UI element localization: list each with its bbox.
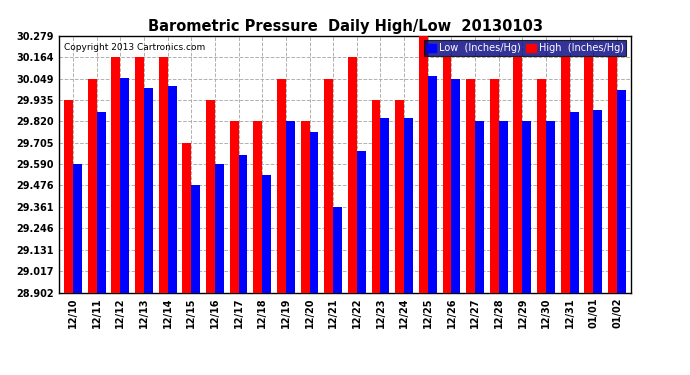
Bar [215, 164, 224, 292]
Bar [64, 100, 73, 292]
Bar [466, 78, 475, 292]
Bar [191, 185, 200, 292]
Bar [135, 57, 144, 292]
Bar [120, 78, 129, 292]
Bar [442, 57, 451, 292]
Bar [182, 143, 191, 292]
Bar [357, 151, 366, 292]
Bar [490, 78, 499, 292]
Bar [144, 88, 153, 292]
Bar [404, 117, 413, 292]
Bar [286, 121, 295, 292]
Bar [277, 78, 286, 292]
Bar [253, 121, 262, 292]
Bar [546, 121, 555, 292]
Bar [239, 155, 248, 292]
Bar [395, 100, 404, 292]
Bar [111, 57, 120, 292]
Bar [73, 164, 82, 292]
Bar [301, 121, 310, 292]
Bar [522, 121, 531, 292]
Bar [608, 57, 617, 292]
Bar [230, 121, 239, 292]
Bar [419, 36, 428, 292]
Bar [537, 78, 546, 292]
Bar [513, 57, 522, 292]
Legend: Low  (Inches/Hg), High  (Inches/Hg): Low (Inches/Hg), High (Inches/Hg) [424, 40, 627, 56]
Bar [584, 57, 593, 292]
Bar [97, 112, 106, 292]
Bar [499, 121, 508, 292]
Bar [333, 207, 342, 292]
Bar [475, 121, 484, 292]
Bar [428, 76, 437, 292]
Bar [593, 110, 602, 292]
Bar [262, 176, 271, 292]
Bar [159, 57, 168, 292]
Bar [380, 117, 389, 292]
Bar [310, 132, 319, 292]
Bar [617, 90, 626, 292]
Text: Copyright 2013 Cartronics.com: Copyright 2013 Cartronics.com [64, 44, 206, 52]
Bar [348, 57, 357, 292]
Bar [88, 78, 97, 292]
Title: Barometric Pressure  Daily High/Low  20130103: Barometric Pressure Daily High/Low 20130… [148, 20, 542, 34]
Bar [570, 112, 579, 292]
Bar [371, 100, 380, 292]
Bar [561, 57, 570, 292]
Bar [168, 86, 177, 292]
Bar [324, 78, 333, 292]
Bar [206, 100, 215, 292]
Bar [451, 78, 460, 292]
